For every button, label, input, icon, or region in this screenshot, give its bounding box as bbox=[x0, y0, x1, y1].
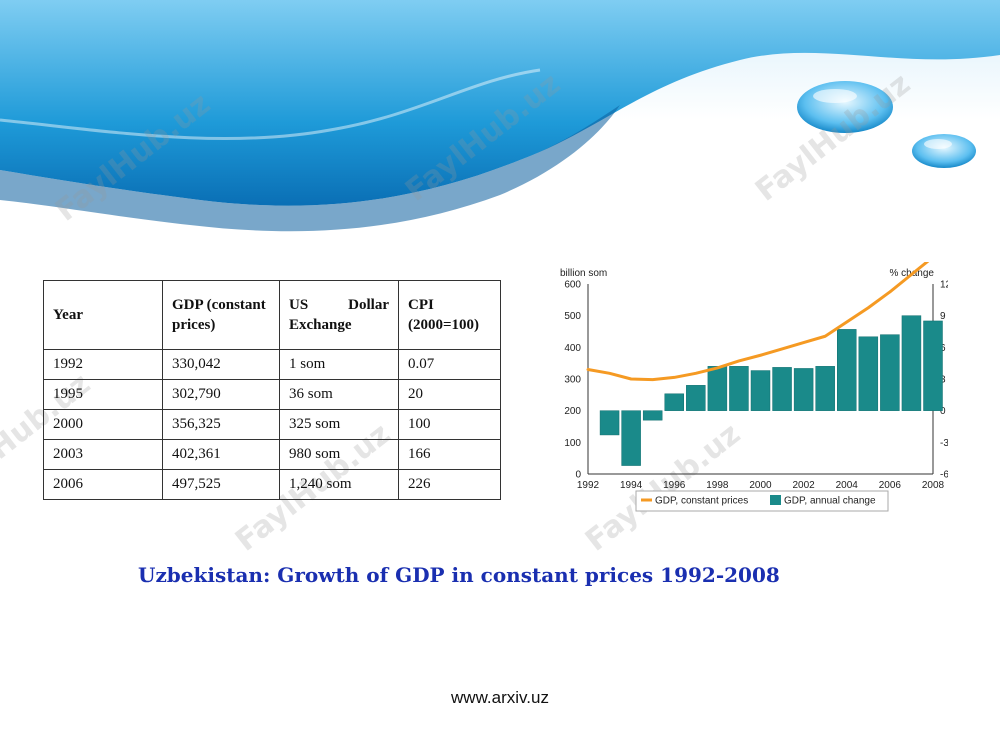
table-cell-cpi: 166 bbox=[398, 439, 501, 470]
table-row: 1995 302,790 36 som 20 bbox=[43, 379, 501, 410]
bar bbox=[772, 367, 792, 411]
gdp-line bbox=[586, 262, 930, 382]
table-cell-cpi: 20 bbox=[398, 379, 501, 410]
table-cell-year: 1992 bbox=[43, 349, 163, 380]
table-cell-year: 1995 bbox=[43, 379, 163, 410]
footer-url: www.arxiv.uz bbox=[451, 688, 549, 707]
table-cell-exchange: 980 som bbox=[279, 439, 399, 470]
right-tick-label: -6 bbox=[940, 470, 948, 481]
column-header-exchange: US Dollar Exchange bbox=[279, 280, 399, 350]
table-cell-exchange: 1,240 som bbox=[279, 469, 399, 500]
column-header-gdp: GDP (constant prices) bbox=[162, 280, 280, 350]
slide-caption: Uzbekistan: Growth of GDP in constant pr… bbox=[138, 563, 780, 587]
bar bbox=[793, 368, 814, 411]
bar bbox=[750, 370, 771, 411]
x-tick-label: 2004 bbox=[836, 480, 859, 491]
bar bbox=[729, 366, 749, 411]
x-tick-label: 2006 bbox=[879, 480, 902, 491]
legend-label: GDP, annual change bbox=[784, 496, 876, 507]
column-header-cpi: CPI (2000=100) bbox=[398, 280, 501, 350]
right-tick-label: 12 bbox=[940, 280, 948, 291]
x-tick-label: 1994 bbox=[620, 480, 643, 491]
table-cell-exchange: 1 som bbox=[279, 349, 399, 380]
right-tick-label: -3 bbox=[940, 438, 948, 449]
table-header-row: Year GDP (constant prices) US Dollar Exc… bbox=[43, 280, 501, 350]
right-tick-label: 3 bbox=[940, 375, 946, 386]
left-tick-label: 0 bbox=[575, 470, 581, 481]
left-tick-label: 200 bbox=[564, 406, 581, 417]
legend-box bbox=[635, 490, 889, 512]
bar bbox=[707, 366, 728, 411]
left-tick-label: 100 bbox=[564, 438, 581, 449]
right-tick-label: 0 bbox=[940, 406, 946, 417]
bar bbox=[858, 336, 879, 411]
bar bbox=[880, 334, 900, 411]
gdp-chart: billion som% change0100200300400500600-6… bbox=[560, 262, 948, 512]
x-tick-label: 1992 bbox=[577, 480, 600, 491]
x-tick-label: 1998 bbox=[706, 480, 729, 491]
legend-label: GDP, constant prices bbox=[655, 496, 748, 507]
table-row: 2006 497,525 1,240 som 226 bbox=[43, 469, 501, 500]
table-row: 2003 402,361 980 som 166 bbox=[43, 439, 501, 470]
table-row: 1992 330,042 1 som 0.07 bbox=[43, 349, 501, 380]
table-cell-exchange: 36 som bbox=[279, 379, 399, 410]
x-tick-label: 2008 bbox=[922, 480, 945, 491]
table-cell-gdp: 356,325 bbox=[162, 409, 280, 440]
table-cell-cpi: 0.07 bbox=[398, 349, 501, 380]
x-tick-label: 2000 bbox=[749, 480, 772, 491]
left-axis-label: billion som bbox=[560, 268, 607, 279]
table-cell-cpi: 226 bbox=[398, 469, 501, 500]
table-cell-gdp: 402,361 bbox=[162, 439, 280, 470]
bar bbox=[664, 393, 684, 411]
table-cell-exchange: 325 som bbox=[279, 409, 399, 440]
left-tick-label: 600 bbox=[564, 280, 581, 291]
bar bbox=[642, 410, 663, 421]
bar bbox=[599, 410, 620, 436]
economic-data-table: Year GDP (constant prices) US Dollar Exc… bbox=[43, 280, 501, 500]
column-header-year: Year bbox=[43, 280, 163, 350]
bar bbox=[621, 410, 641, 466]
table-row: 2000 356,325 325 som 100 bbox=[43, 409, 501, 440]
bar bbox=[815, 366, 835, 411]
table-cell-cpi: 100 bbox=[398, 409, 501, 440]
header-wave-graphic bbox=[0, 0, 1000, 232]
left-tick-label: 500 bbox=[564, 311, 581, 322]
bar bbox=[686, 385, 706, 411]
bar bbox=[901, 315, 922, 411]
legend-swatch-bar bbox=[770, 495, 781, 505]
left-tick-label: 300 bbox=[564, 375, 581, 386]
table-cell-year: 2006 bbox=[43, 469, 163, 500]
table-cell-gdp: 330,042 bbox=[162, 349, 280, 380]
right-tick-label: 9 bbox=[940, 311, 946, 322]
right-tick-label: 6 bbox=[940, 343, 946, 354]
bar bbox=[923, 320, 943, 411]
table-cell-gdp: 497,525 bbox=[162, 469, 280, 500]
table-cell-gdp: 302,790 bbox=[162, 379, 280, 410]
table-cell-year: 2003 bbox=[43, 439, 163, 470]
left-tick-label: 400 bbox=[564, 343, 581, 354]
x-tick-label: 1996 bbox=[663, 480, 686, 491]
table-cell-year: 2000 bbox=[43, 409, 163, 440]
bar bbox=[837, 329, 857, 411]
x-tick-label: 2002 bbox=[793, 480, 816, 491]
